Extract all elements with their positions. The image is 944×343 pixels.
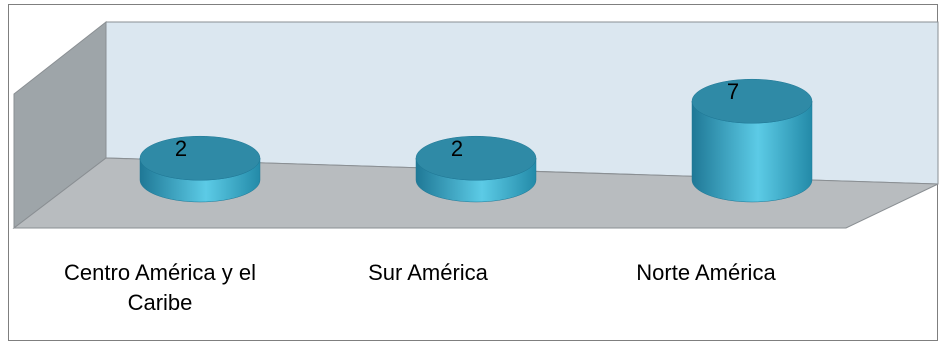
bar-top-norte-america bbox=[691, 78, 813, 124]
data-label-sur-america: 2 bbox=[451, 136, 463, 161]
bars-group: 2 2 7 bbox=[139, 78, 813, 203]
category-label-centro-america: Centro América y el Caribe bbox=[64, 260, 256, 315]
data-label-centro-america: 2 bbox=[175, 136, 187, 161]
category-label-sur-america: Sur América bbox=[368, 260, 488, 285]
bar-top-sur-america bbox=[415, 135, 537, 181]
category-label-norte-america: Norte América bbox=[636, 260, 776, 285]
data-label-norte-america: 7 bbox=[727, 79, 739, 104]
bar-top-centro-america bbox=[139, 135, 261, 181]
